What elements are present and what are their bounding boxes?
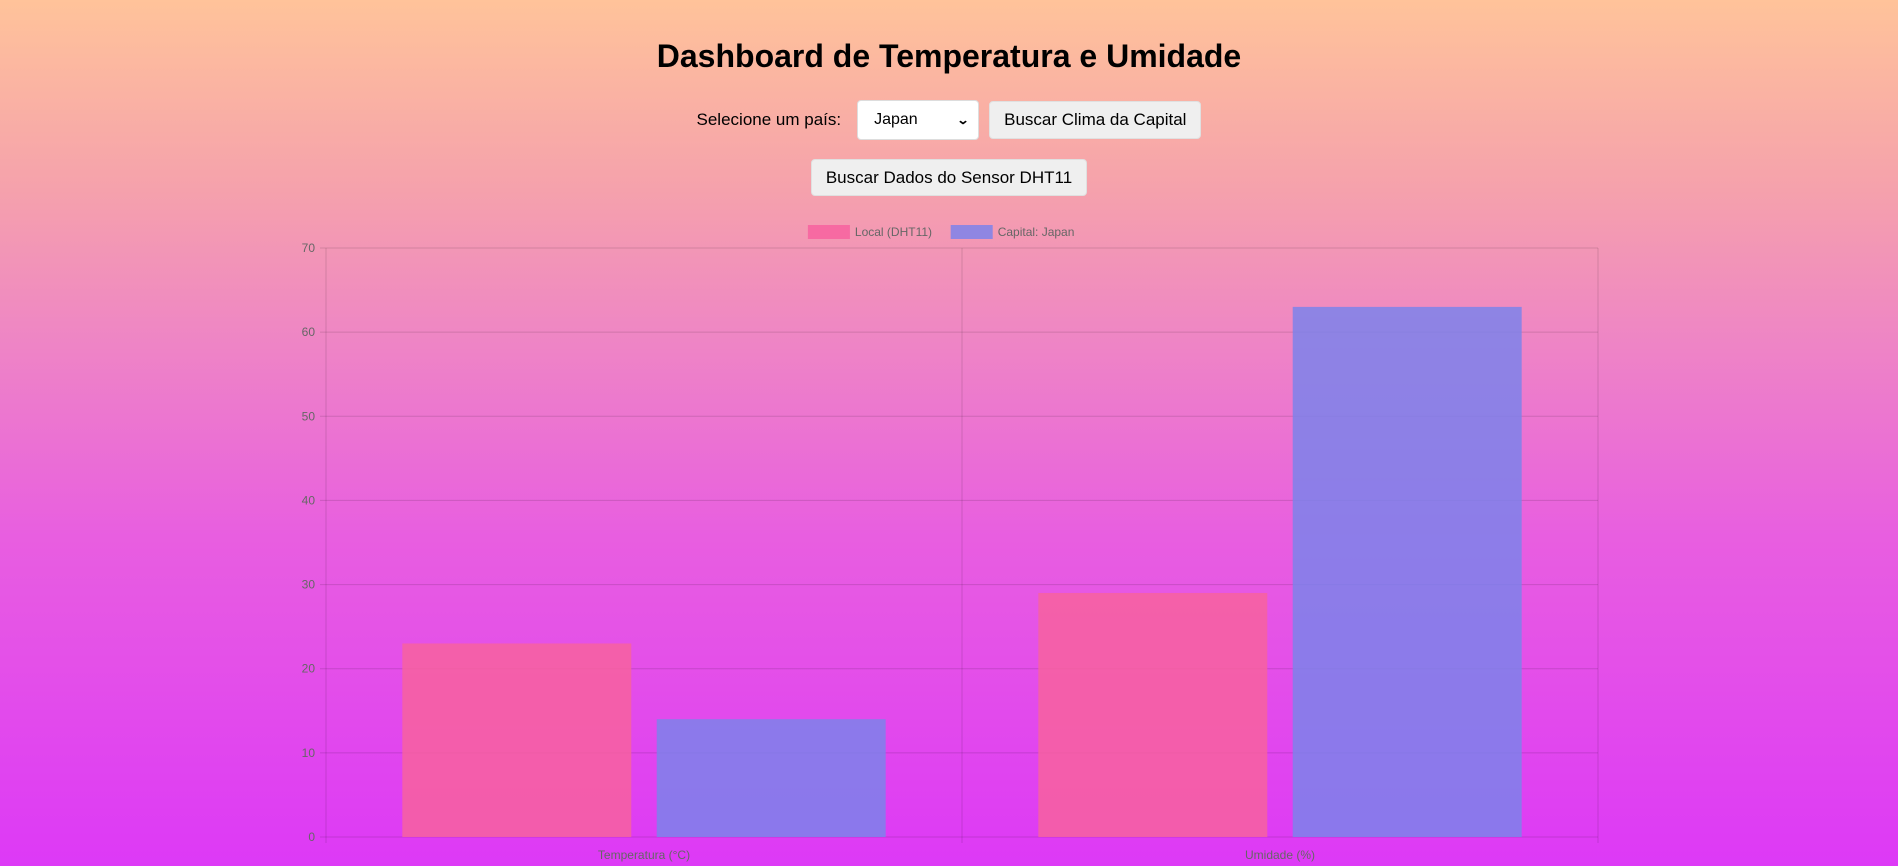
sensor-controls: Buscar Dados do Sensor DHT11	[0, 159, 1898, 196]
y-tick-label: 30	[302, 578, 316, 592]
fetch-capital-weather-button[interactable]: Buscar Clima da Capital	[989, 101, 1202, 139]
country-controls: Selecione um país: Japan ⌄ Buscar Clima …	[0, 100, 1898, 140]
y-tick-label: 20	[302, 662, 316, 676]
y-tick-label: 10	[302, 746, 316, 760]
y-tick-label: 60	[302, 325, 316, 339]
bar	[1292, 306, 1522, 837]
x-tick-label: Umidade (%)	[1245, 848, 1315, 862]
legend-swatch	[807, 225, 850, 239]
y-tick-label: 40	[302, 493, 316, 507]
country-select[interactable]: Japan ⌄	[857, 100, 980, 140]
y-tick-label: 50	[302, 409, 316, 423]
fetch-sensor-data-button[interactable]: Buscar Dados do Sensor DHT11	[810, 159, 1088, 196]
x-tick-label: Temperatura (°C)	[598, 848, 690, 862]
y-tick-label: 0	[308, 830, 315, 844]
bar	[656, 719, 886, 837]
country-label: Selecione um país:	[696, 110, 842, 129]
bar	[1038, 592, 1268, 837]
page-title: Dashboard de Temperatura e Umidade	[656, 38, 1242, 74]
legend-label: Local (DHT11)	[855, 225, 932, 239]
bar	[402, 643, 632, 837]
country-select-value: Japan	[874, 111, 918, 128]
legend-swatch	[950, 225, 993, 239]
chevron-down-icon: ⌄	[956, 113, 970, 127]
y-tick-label: 70	[302, 241, 316, 255]
legend-label: Capital: Japan	[998, 225, 1075, 239]
